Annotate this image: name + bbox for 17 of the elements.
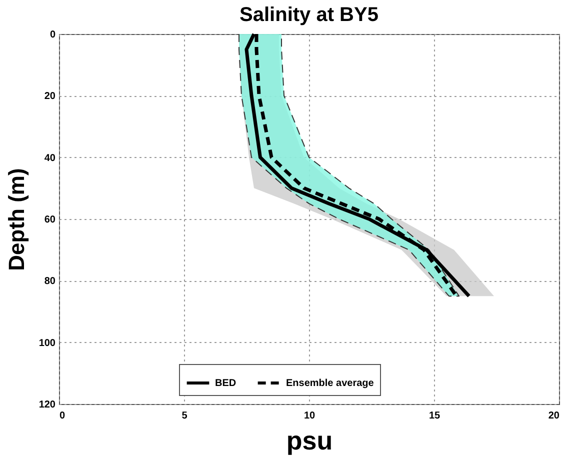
y-tick-label: 0 bbox=[50, 30, 56, 40]
y-tick-label: 100 bbox=[38, 338, 56, 349]
y-tick-label: 80 bbox=[44, 276, 56, 288]
x-tick-label: 5 bbox=[182, 410, 188, 422]
y-tick-label: 120 bbox=[38, 400, 56, 410]
x-tick-label: 20 bbox=[548, 410, 560, 422]
x-tick-label: 0 bbox=[60, 410, 66, 422]
y-tick-label: 40 bbox=[44, 152, 56, 164]
y-axis-title: Depth (m) bbox=[4, 168, 29, 271]
x-tick-label: 15 bbox=[428, 410, 440, 422]
legend-label: Ensemble average bbox=[286, 378, 374, 389]
x-tick-label: 10 bbox=[304, 410, 316, 422]
chart-title: Salinity at BY5 bbox=[240, 4, 378, 26]
x-axis-title: psu bbox=[286, 426, 333, 456]
y-tick-label: 20 bbox=[44, 91, 56, 102]
legend-label: BED bbox=[215, 378, 236, 389]
y-tick-label: 60 bbox=[44, 214, 56, 226]
